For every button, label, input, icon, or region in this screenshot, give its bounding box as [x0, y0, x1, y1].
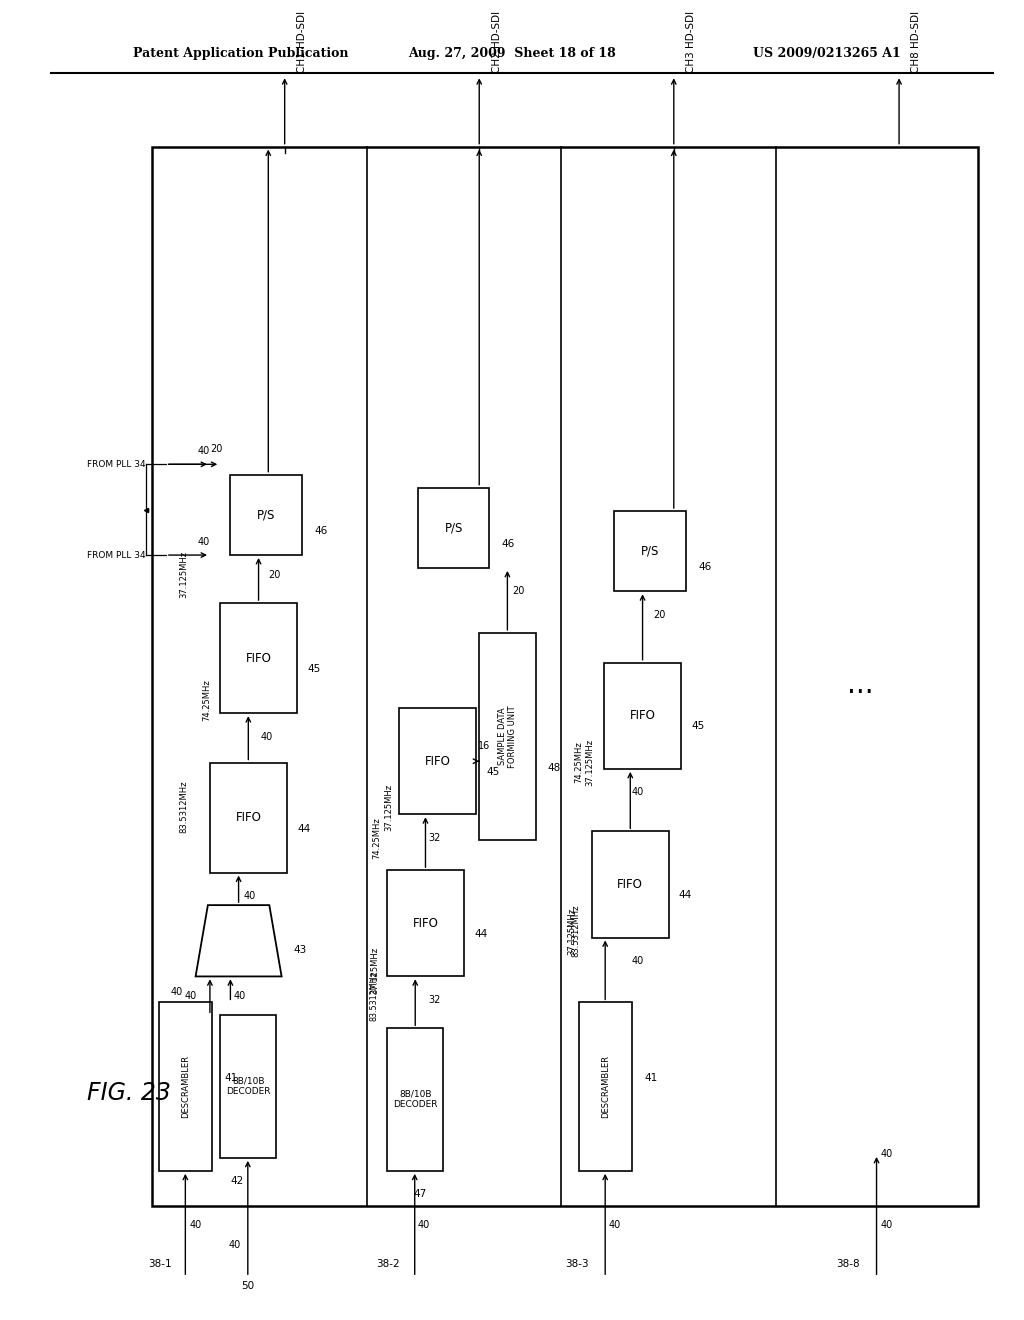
Text: 41: 41	[644, 1073, 657, 1084]
FancyBboxPatch shape	[387, 1028, 443, 1171]
FancyBboxPatch shape	[579, 1002, 632, 1171]
Text: 74.25MHz: 74.25MHz	[203, 680, 212, 721]
Text: 37.125MHz: 37.125MHz	[371, 946, 380, 994]
Text: 38-8: 38-8	[837, 1259, 860, 1270]
FancyBboxPatch shape	[418, 487, 489, 568]
Text: 83.5312MHz: 83.5312MHz	[179, 780, 188, 833]
Text: 8B/10B
DECODER: 8B/10B DECODER	[393, 1090, 437, 1109]
FancyBboxPatch shape	[387, 870, 464, 977]
Text: FIFO: FIFO	[425, 755, 451, 768]
Text: P/S: P/S	[444, 521, 463, 535]
Text: 43: 43	[294, 945, 307, 956]
Text: 40: 40	[632, 787, 644, 797]
Text: 45: 45	[691, 722, 705, 731]
Text: 40: 40	[632, 956, 644, 966]
Text: FIFO: FIFO	[413, 917, 438, 929]
Text: 20: 20	[268, 569, 281, 579]
FancyBboxPatch shape	[230, 475, 302, 556]
Text: 20: 20	[513, 586, 525, 597]
Text: 42: 42	[230, 1176, 244, 1187]
FancyBboxPatch shape	[220, 603, 297, 713]
Text: CH3 HD-SDI: CH3 HD-SDI	[686, 11, 696, 73]
FancyBboxPatch shape	[604, 663, 681, 770]
Text: FIG. 23: FIG. 23	[87, 1081, 171, 1105]
Text: FIFO: FIFO	[630, 709, 655, 722]
Text: FROM PLL 34: FROM PLL 34	[87, 550, 145, 560]
Text: 50: 50	[242, 1282, 254, 1291]
Text: 41: 41	[224, 1073, 238, 1084]
Text: 44: 44	[679, 890, 692, 900]
FancyBboxPatch shape	[592, 832, 669, 937]
Text: US 2009/0213265 A1: US 2009/0213265 A1	[754, 46, 901, 59]
Text: FIFO: FIFO	[617, 878, 643, 891]
Text: CH8 HD-SDI: CH8 HD-SDI	[911, 11, 922, 73]
Text: 37.125MHz: 37.125MHz	[567, 907, 577, 954]
Text: 45: 45	[307, 664, 321, 675]
Text: Aug. 27, 2009  Sheet 18 of 18: Aug. 27, 2009 Sheet 18 of 18	[409, 46, 615, 59]
Text: DESCRAMBLER: DESCRAMBLER	[601, 1055, 609, 1118]
Text: 38-2: 38-2	[376, 1259, 399, 1270]
Text: 32: 32	[428, 833, 440, 842]
Text: 20: 20	[653, 610, 666, 619]
Text: 44: 44	[297, 824, 310, 834]
Text: 74.25MHz: 74.25MHz	[372, 817, 381, 858]
Text: 16: 16	[478, 741, 490, 751]
FancyBboxPatch shape	[159, 1002, 212, 1171]
Text: 38-3: 38-3	[565, 1259, 589, 1270]
Text: DESCRAMBLER: DESCRAMBLER	[181, 1055, 189, 1118]
Text: 38-1: 38-1	[148, 1259, 172, 1270]
Text: CH2 HD-SDI: CH2 HD-SDI	[492, 11, 502, 73]
Text: 47: 47	[414, 1189, 427, 1200]
Text: 48: 48	[548, 763, 561, 772]
Text: 83.5312MHz: 83.5312MHz	[370, 972, 379, 1020]
Text: 40: 40	[198, 537, 210, 546]
FancyBboxPatch shape	[614, 511, 686, 591]
Text: FIFO: FIFO	[246, 652, 271, 665]
FancyBboxPatch shape	[479, 632, 536, 841]
Text: 40: 40	[198, 446, 210, 457]
Text: 40: 40	[244, 891, 256, 902]
Text: 40: 40	[184, 991, 197, 1001]
Text: 32: 32	[428, 995, 440, 1005]
FancyBboxPatch shape	[399, 708, 476, 814]
Text: 74.25MHz: 74.25MHz	[574, 742, 584, 783]
Text: CH1 HD-SDI: CH1 HD-SDI	[297, 11, 307, 73]
Text: 40: 40	[228, 1239, 241, 1250]
Text: 40: 40	[608, 1221, 621, 1230]
Text: 40: 40	[171, 987, 183, 997]
Text: 37.125MHz: 37.125MHz	[179, 550, 188, 598]
Text: SAMPLE DATA
FORMING UNIT: SAMPLE DATA FORMING UNIT	[498, 705, 517, 768]
Text: 40: 40	[189, 1221, 202, 1230]
Text: 45: 45	[486, 767, 500, 777]
Text: 46: 46	[314, 525, 328, 536]
Text: 40: 40	[260, 731, 272, 742]
Text: FIFO: FIFO	[236, 810, 261, 824]
FancyBboxPatch shape	[220, 1015, 276, 1158]
Text: P/S: P/S	[257, 508, 275, 521]
Text: 40: 40	[881, 1221, 893, 1230]
Text: ...: ...	[847, 671, 873, 698]
Text: 20: 20	[210, 444, 222, 454]
Text: 37.125MHz: 37.125MHz	[586, 739, 595, 787]
FancyBboxPatch shape	[152, 147, 978, 1206]
FancyBboxPatch shape	[210, 763, 287, 873]
Text: 40: 40	[233, 991, 246, 1001]
Text: 40: 40	[881, 1148, 893, 1159]
Text: 37.125MHz: 37.125MHz	[384, 784, 393, 832]
Text: 83.5312MHz: 83.5312MHz	[571, 904, 581, 957]
Text: 40: 40	[418, 1221, 430, 1230]
Text: 44: 44	[474, 929, 487, 939]
Text: P/S: P/S	[641, 545, 659, 557]
Text: 46: 46	[502, 539, 515, 549]
Text: FROM PLL 34: FROM PLL 34	[87, 459, 145, 469]
Text: 8B/10B
DECODER: 8B/10B DECODER	[226, 1077, 270, 1097]
Text: 46: 46	[698, 562, 712, 573]
Text: Patent Application Publication: Patent Application Publication	[133, 46, 348, 59]
